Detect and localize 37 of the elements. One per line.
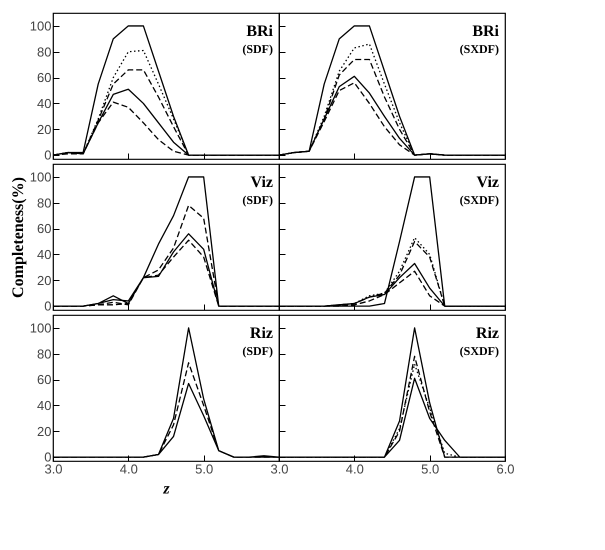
y-tick-label: 80 — [37, 44, 52, 60]
x-tick-label: 5.0 — [421, 462, 440, 476]
annotation: Viz — [476, 174, 499, 191]
y-tick-label: 20 — [37, 122, 52, 137]
annotation: Riz — [250, 325, 273, 342]
y-axis-title: Completeness(%) — [10, 177, 27, 298]
annotation: (SDF) — [242, 344, 273, 358]
annotation: Viz — [250, 174, 273, 191]
y-tick-label: 60 — [37, 221, 52, 236]
y-tick-label: 40 — [37, 96, 52, 111]
x-tick-label: 6.0 — [496, 462, 515, 476]
y-tick-label: 40 — [37, 246, 52, 262]
x-axis-title: z — [162, 480, 170, 498]
y-tick-label: 60 — [37, 70, 52, 86]
annotation: (SDF) — [242, 193, 273, 207]
annotation: (SXDF) — [460, 193, 500, 207]
x-tick-label: 3.0 — [270, 462, 289, 476]
annotation: (SXDF) — [460, 42, 500, 56]
y-tick-label: 60 — [37, 372, 52, 388]
y-tick-label: 80 — [37, 195, 52, 210]
y-tick-label: 100 — [30, 320, 52, 336]
y-tick-label: 20 — [37, 272, 52, 288]
y-tick-label: 20 — [37, 424, 52, 439]
y-tick-label: 100 — [30, 169, 52, 184]
x-tick-label: 5.0 — [195, 462, 214, 476]
annotation: (SXDF) — [460, 344, 500, 358]
x-tick-label: 4.0 — [120, 462, 138, 476]
y-tick-label: 0 — [44, 298, 52, 314]
y-tick-label: 40 — [37, 398, 52, 413]
annotation: BRi — [246, 23, 274, 40]
annotation: Riz — [476, 325, 499, 342]
y-tick-label: 80 — [37, 346, 52, 362]
x-tick-label: 4.0 — [346, 462, 364, 476]
annotation: BRi — [472, 23, 500, 40]
annotation: (SDF) — [242, 42, 273, 56]
y-tick-label: 0 — [44, 148, 52, 163]
y-tick-label: 100 — [30, 18, 52, 34]
